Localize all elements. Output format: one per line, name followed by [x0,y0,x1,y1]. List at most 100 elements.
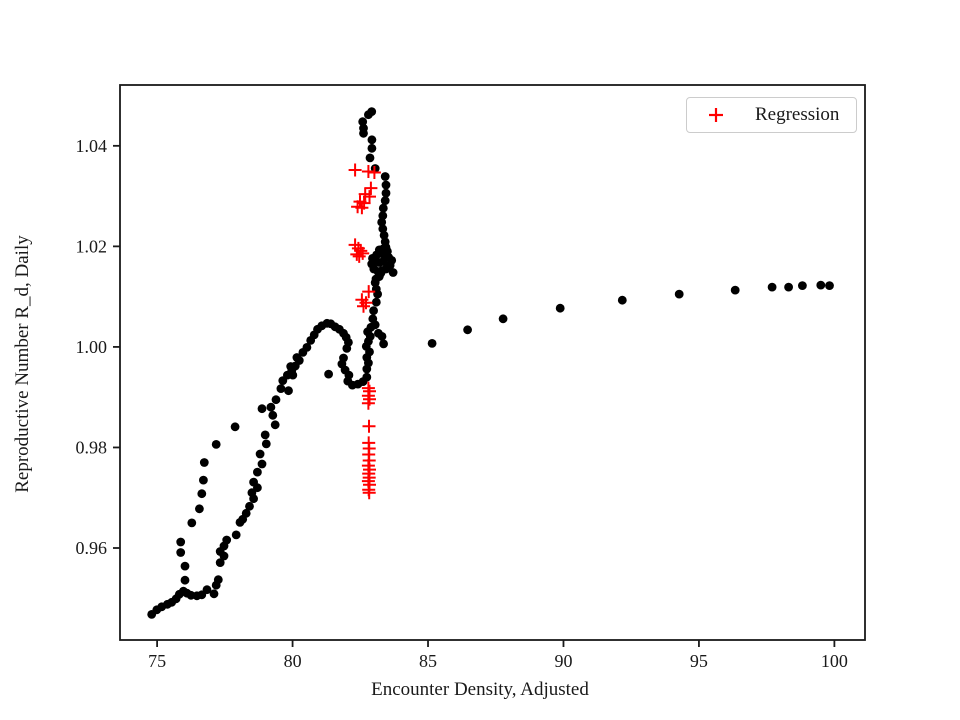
data-point [381,180,391,190]
plot-frame [119,84,866,641]
x-tick-label: 75 [148,651,166,671]
data-point [367,107,377,116]
data-point [249,477,258,487]
x-tick-label: 90 [554,651,572,671]
y-tick-label: 1.00 [76,337,108,357]
regression-point [348,163,362,177]
x-tick-label: 95 [690,651,708,671]
data-point [253,467,262,477]
regression-point [361,396,375,410]
data-point [380,237,390,247]
data-point [241,508,251,518]
y-tick-label: 1.04 [76,136,108,156]
data-point [211,440,221,449]
data-point [187,518,197,528]
data-point [378,211,388,221]
regression-point [357,299,370,313]
data-point [176,537,186,547]
data-point [257,459,267,469]
data-point [180,561,190,571]
legend: Regression [686,97,857,133]
legend-label-regression: Regression [755,104,840,125]
regression-point [364,181,378,195]
data-point [261,439,271,449]
data-point [276,384,286,393]
data-point [380,196,390,206]
data-point [266,402,276,412]
data-point [362,372,372,382]
y-tick-label: 1.02 [76,236,108,256]
data-point [284,386,293,396]
data-point [369,306,378,316]
data-point [367,143,377,153]
regression-point [350,247,364,261]
regression-plus-icon [709,108,723,122]
data-point [342,344,352,353]
data-point [199,458,209,467]
regression-point [348,238,362,252]
x-tick-label: 80 [284,651,302,671]
data-point [365,153,375,163]
data-point [784,282,793,292]
x-axis-title: Encounter Density, Adjusted [371,679,589,700]
data-point [359,123,368,133]
regression-point [355,201,369,215]
data-point [378,224,388,234]
data-point [674,289,684,299]
data-point [270,420,280,430]
data-point [427,339,437,348]
data-point [358,117,368,127]
data-point [176,548,186,557]
data-point [371,297,381,307]
regression-point [362,486,376,500]
regression-point [367,166,381,179]
data-point [378,203,388,213]
data-point [555,303,565,313]
data-point [213,575,223,585]
data-point [367,135,377,145]
data-point [255,449,265,459]
data-point [268,410,278,420]
data-point [816,280,826,290]
y-axis-title: Reproductive Number R_d, Daily [12,235,33,493]
data-point [730,285,740,295]
data-point [245,501,254,511]
data-point [202,585,212,595]
data-point [215,558,225,567]
data-point [302,343,312,352]
data-point [222,535,232,545]
data-point [381,188,391,198]
regression-point [363,190,376,204]
data-point [368,314,378,324]
data-point [388,268,398,277]
data-point [324,369,333,379]
regression-point [352,249,366,263]
data-point [294,356,304,365]
data-point [377,332,387,341]
data-point [387,256,397,265]
regression-point [362,419,376,433]
data-point [379,339,388,349]
data-point [825,281,834,290]
data-point [380,172,390,181]
y-tick-label: 0.98 [76,437,108,457]
data-point [231,530,241,540]
data-point [197,489,207,499]
data-point [257,404,267,414]
data-point [767,282,777,292]
data-point [199,475,208,485]
data-point [260,430,270,440]
data-point [195,504,204,514]
data-point [498,314,508,324]
y-tick-label: 0.96 [76,538,108,558]
data-point [180,575,190,585]
data-point [271,395,281,405]
data-point [463,325,472,335]
data-point [617,295,627,305]
data-point [209,589,219,599]
data-point [377,217,387,227]
data-point [230,422,240,432]
regression-point [362,285,376,299]
